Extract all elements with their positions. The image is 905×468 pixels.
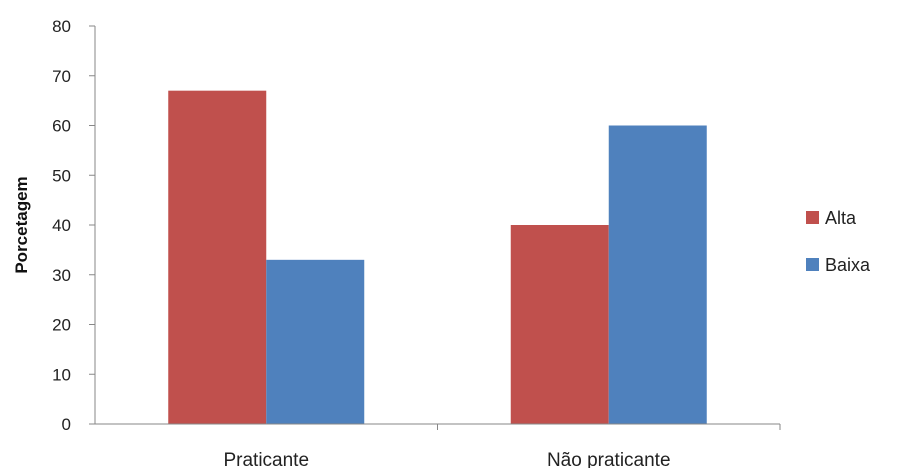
x-axis-labels: Praticante Não praticante (223, 450, 670, 468)
legend-label-alta: Alta (825, 208, 857, 228)
bar-alta-1 (168, 90, 267, 425)
bars (168, 90, 707, 425)
x-category-label: Não praticante (547, 450, 671, 468)
legend: Alta Baixa (806, 208, 871, 275)
bar-baixa-1 (266, 259, 365, 424)
bar-alta-2 (510, 225, 609, 424)
y-tick-label: 0 (62, 415, 71, 434)
y-tick-label: 20 (52, 316, 71, 335)
y-tick-label: 10 (52, 365, 71, 384)
y-tick-label: 40 (52, 216, 71, 235)
y-axis-label: Porcetagem (12, 176, 31, 273)
legend-swatch-baixa (806, 258, 819, 271)
legend-label-baixa: Baixa (825, 255, 871, 275)
y-tick-label: 70 (52, 67, 71, 86)
y-tick-label: 60 (52, 117, 71, 136)
x-category-label: Praticante (223, 450, 309, 468)
y-tick-label: 50 (52, 166, 71, 185)
legend-swatch-alta (806, 211, 819, 224)
y-tick-label: 30 (52, 266, 71, 285)
y-tick-label: 80 (52, 17, 71, 36)
y-axis-ticks: 0 10 20 30 40 50 60 70 80 (52, 17, 781, 434)
bar-baixa-2 (608, 125, 707, 424)
